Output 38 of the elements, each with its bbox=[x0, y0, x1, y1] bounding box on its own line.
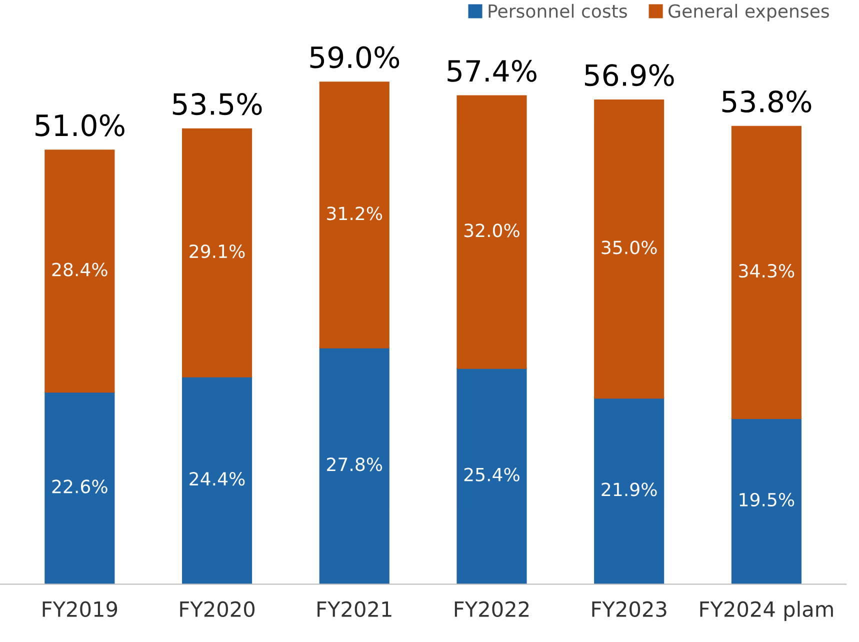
x-tick-label: FY2024 plam bbox=[700, 600, 833, 622]
data-label: 28.4% bbox=[52, 262, 108, 276]
bar bbox=[456, 95, 527, 369]
bar bbox=[731, 418, 802, 584]
total-label: 53.5% bbox=[172, 93, 262, 116]
data-label: 25.4% bbox=[464, 468, 520, 482]
data-label: 35.0% bbox=[602, 240, 657, 254]
total-label: 53.8% bbox=[722, 90, 812, 113]
total-label: 56.9% bbox=[585, 64, 674, 86]
data-label: 22.6% bbox=[52, 480, 108, 494]
data-label: 19.5% bbox=[740, 492, 794, 507]
total-label: 51.0% bbox=[36, 114, 124, 136]
x-tick-label: FY2019 bbox=[42, 601, 118, 618]
x-tick-label: FY2021 bbox=[318, 601, 392, 618]
x-tick-label: FY2023 bbox=[592, 601, 666, 618]
bar bbox=[456, 367, 527, 584]
data-label: 29.1% bbox=[190, 244, 245, 258]
data-label: 21.9% bbox=[602, 482, 657, 496]
bar bbox=[319, 347, 390, 584]
bar bbox=[44, 391, 115, 584]
bar bbox=[319, 82, 390, 348]
bar bbox=[594, 397, 664, 584]
data-label: 32.0% bbox=[464, 224, 520, 238]
data-label: 34.3% bbox=[739, 264, 794, 278]
legend-label: General expenses bbox=[668, 4, 829, 22]
bar bbox=[44, 150, 115, 393]
total-label: 57.4% bbox=[448, 60, 536, 82]
bar bbox=[182, 128, 252, 378]
bar bbox=[731, 126, 802, 420]
bar bbox=[182, 376, 252, 584]
total-label: 59.0% bbox=[310, 46, 400, 68]
data-label: 24.4% bbox=[190, 472, 245, 486]
x-tick-label: FY2020 bbox=[180, 601, 255, 618]
x-tick-label: FY2022 bbox=[454, 601, 529, 618]
data-label: 27.8% bbox=[327, 458, 382, 472]
bar bbox=[594, 99, 664, 399]
legend-label: Personnel costs bbox=[488, 4, 627, 18]
data-label: 31.2% bbox=[327, 206, 382, 220]
